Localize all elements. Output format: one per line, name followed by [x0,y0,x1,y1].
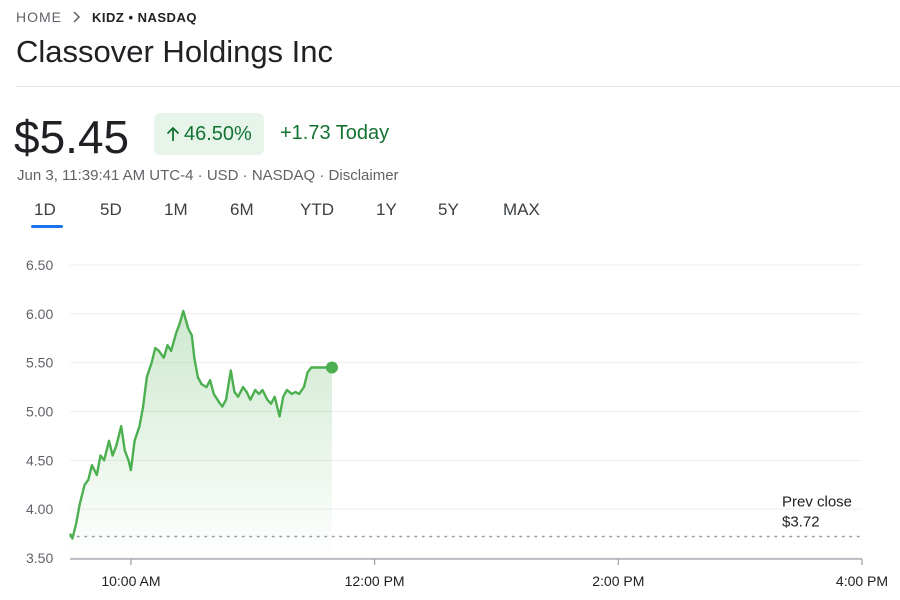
tab-6m[interactable]: 6M [230,200,254,219]
tab-ytd[interactable]: YTD [300,200,334,219]
quote-timestamp: Jun 3, 11:39:41 AM UTC-4 [17,167,194,184]
y-tick-label: 4.50 [26,452,53,468]
tab-1y[interactable]: 1Y [376,200,397,219]
price-line [68,309,332,540]
y-tick-label: 3.50 [26,550,53,566]
breadcrumb-home[interactable]: HOME [16,9,62,25]
arrow-up-icon [166,126,180,142]
active-tab-indicator [31,225,63,228]
y-tick-label: 5.50 [26,355,53,371]
change-percent-badge: 46.50% [154,113,264,155]
breadcrumb: HOME KIDZ • NASDAQ [16,8,197,26]
divider [16,86,900,87]
chevron-right-icon [72,11,82,23]
x-tick-label: 4:00 PM [836,573,888,589]
price-area [70,310,332,558]
tab-5y[interactable]: 5Y [438,200,459,219]
x-tick-label: 10:00 AM [101,573,160,589]
y-tick-label: 5.00 [26,404,53,420]
current-price: $5.45 [14,111,130,163]
tab-1d[interactable]: 1D [34,200,56,219]
change-percent: 46.50% [184,122,252,145]
x-tick-label: 2:00 PM [592,573,644,589]
quote-exchange: NASDAQ [251,167,316,184]
quote-currency: USD [206,167,239,184]
y-tick-label: 4.00 [26,501,53,517]
last-price-dot [325,361,338,374]
y-tick-label: 6.00 [26,306,53,322]
price-chart[interactable]: 6.50 6.00 5.50 5.00 4.50 4.00 3.50 10:00 AM 12:… [0,250,900,600]
page-title: Classover Holdings Inc [16,34,334,69]
y-tick-label: 6.50 [26,257,53,273]
prev-close-value: $3.72 [782,514,820,531]
tab-max[interactable]: MAX [503,200,540,219]
x-tick-label: 12:00 PM [345,573,405,589]
quote-meta: Jun 3, 11:39:41 AM UTC-4 · USD · NASDAQ … [17,167,399,184]
prev-close-label: Prev close [782,494,852,511]
disclaimer-link[interactable]: Disclaimer [328,167,399,184]
change-today: +1.73 Today [280,122,390,144]
tab-5d[interactable]: 5D [100,200,122,219]
breadcrumb-ticker: KIDZ • NASDAQ [92,9,197,25]
tab-1m[interactable]: 1M [164,200,188,219]
